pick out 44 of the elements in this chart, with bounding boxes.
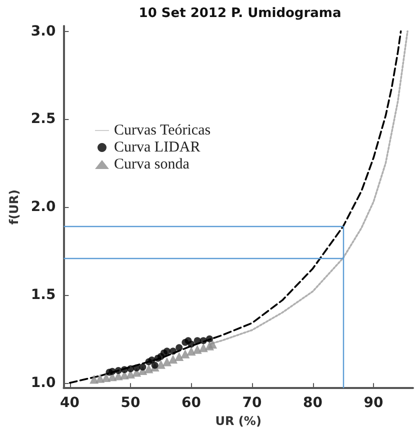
x-tick-label: 50: [120, 395, 141, 412]
point: [144, 364, 154, 374]
point: [194, 337, 201, 344]
y-tick-label: 1.0: [30, 374, 56, 391]
y-tick-label: 2.5: [30, 111, 56, 128]
point: [180, 349, 190, 358]
point: [176, 344, 183, 352]
y-tick-label: 3.0: [30, 23, 56, 40]
point: [174, 352, 184, 361]
point: [120, 366, 128, 374]
x-tick-label: 60: [182, 395, 202, 412]
point: [114, 367, 122, 374]
point: [162, 357, 172, 366]
point: [188, 340, 195, 348]
x-axis-title: UR (%): [215, 414, 262, 428]
y-tick-label: 1.5: [30, 286, 56, 303]
legend-label: Curva sonda: [114, 156, 190, 172]
x-tick-label: 70: [242, 395, 262, 412]
x-tick-label: 40: [60, 395, 80, 412]
legend-label: Curva LIDAR: [114, 140, 200, 156]
point: [192, 344, 202, 354]
legend-label: Curvas Teóricas: [114, 122, 211, 138]
point: [127, 365, 134, 372]
point: [96, 374, 105, 383]
point: [133, 364, 140, 372]
point: [168, 354, 178, 364]
point: [206, 335, 213, 342]
chart-title: 10 Set 2012 P. Umidograma: [138, 6, 342, 21]
line-series: [68, 30, 402, 384]
point: [200, 337, 207, 344]
point: [170, 348, 177, 355]
point: [151, 362, 158, 369]
point: [208, 340, 218, 349]
point: [139, 364, 146, 371]
y-axis-title: f(UR): [7, 189, 21, 225]
point: [186, 346, 196, 356]
point: [108, 368, 116, 375]
point: [163, 348, 170, 355]
point: [102, 373, 111, 382]
x-tick-label: 80: [303, 395, 323, 412]
x-tick-label: 90: [364, 395, 384, 412]
point: [156, 360, 166, 369]
point: [90, 374, 99, 384]
y-tick-label: 2.0: [30, 199, 56, 216]
